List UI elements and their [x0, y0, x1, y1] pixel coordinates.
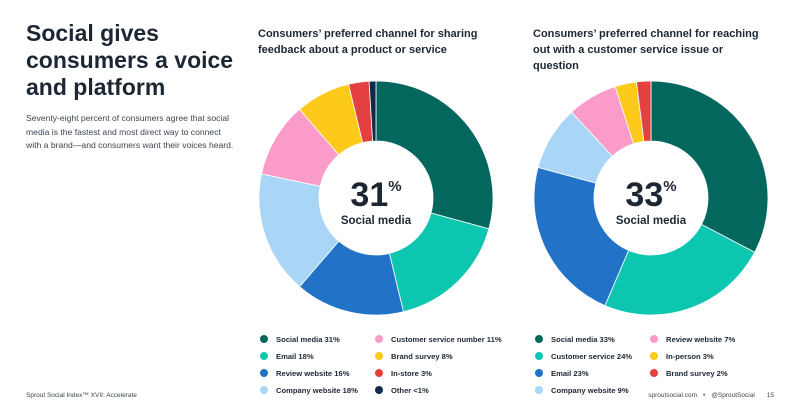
- donut-slice-email: [388, 212, 490, 313]
- legend-item-in-store: In-store 3%: [375, 366, 505, 380]
- donut-slice-social-media: [375, 80, 494, 230]
- footer-report-title: Sprout Social Index™ XVII: Accelerate: [26, 392, 137, 399]
- legend-item-review-website: Review website 16%: [260, 366, 375, 380]
- legend-item-company-website: Company website 9%: [535, 383, 650, 397]
- legend-swatch: [260, 335, 268, 343]
- legend-swatch: [260, 369, 268, 377]
- legend-swatch: [535, 386, 543, 394]
- intro-paragraph: Seventy-eight percent of consumers agree…: [26, 113, 234, 150]
- legend-item-company-website: Company website 18%: [260, 383, 375, 397]
- legend-item-social-media: Social media 33%: [535, 332, 650, 346]
- legend-item-other: Other <1%: [375, 383, 505, 397]
- legend-swatch: [650, 335, 658, 343]
- legend-item-customer-service: Customer service 24%: [535, 349, 650, 363]
- legend-label: Social media 33%: [551, 334, 615, 344]
- legend-swatch: [650, 352, 658, 360]
- legend-swatch: [375, 352, 383, 360]
- footer-page-number: 15: [766, 392, 774, 399]
- donut-slice-other: [368, 80, 377, 142]
- donut-center-value: 33%: [625, 176, 676, 214]
- legend-item-brand-survey: Brand survey 2%: [650, 366, 780, 380]
- legend-label: Customer service number 11%: [391, 334, 502, 344]
- donut-slice-customer-service: [604, 223, 756, 316]
- donut-slice-social-media: [650, 80, 769, 253]
- legend-swatch: [375, 369, 383, 377]
- donut-center-value: 31%: [350, 176, 401, 214]
- legend-item-review-website: Review website 7%: [650, 332, 780, 346]
- chart-1-donut: 31%Social media: [258, 80, 494, 316]
- legend-swatch: [260, 352, 268, 360]
- footer-meta: sproutsocial.com • @SproutSocial 15: [648, 392, 774, 399]
- legend-label: Brand survey 8%: [391, 351, 453, 361]
- footer-handle-link[interactable]: @SproutSocial: [711, 392, 755, 399]
- legend-item-in-person: In-person 3%: [650, 349, 780, 363]
- chart-1-title: Consumers’ preferred channel for sharing…: [258, 28, 478, 56]
- legend-label: Company website 9%: [551, 385, 629, 395]
- legend-label: Social media 31%: [276, 334, 340, 344]
- chart-2-title: Consumers’ preferred channel for reachin…: [533, 28, 759, 72]
- legend-item-social-media: Social media 31%: [260, 332, 375, 346]
- legend-swatch: [375, 335, 383, 343]
- legend-label: Review website 16%: [276, 368, 350, 378]
- page-headline: Social gives consumers a voice and platf…: [26, 20, 234, 100]
- legend-label: Email 18%: [276, 351, 314, 361]
- legend-label: Email 23%: [551, 368, 589, 378]
- legend-label: Brand survey 2%: [666, 368, 728, 378]
- legend-swatch: [650, 369, 658, 377]
- legend-label: Other <1%: [391, 385, 429, 395]
- chart-2-donut: 33%Social media: [533, 80, 769, 316]
- donut-slice-email: [533, 166, 630, 307]
- legend-label: In-store 3%: [391, 368, 432, 378]
- legend-swatch: [535, 352, 543, 360]
- legend-swatch: [535, 335, 543, 343]
- footer-separator: •: [703, 392, 706, 399]
- legend-item-brand-survey: Brand survey 8%: [375, 349, 505, 363]
- legend-swatch: [260, 386, 268, 394]
- legend-label: Company website 18%: [276, 385, 358, 395]
- donut-center-label: Social media: [341, 215, 412, 227]
- legend-item-customer-service-number: Customer service number 11%: [375, 332, 505, 346]
- footer-site-link[interactable]: sproutsocial.com: [648, 392, 698, 399]
- legend-swatch: [535, 369, 543, 377]
- legend-label: Customer service 24%: [551, 351, 633, 361]
- donut-slice-brand-survey: [636, 80, 652, 142]
- legend-label: Review website 7%: [666, 334, 736, 344]
- chart-2-legend: Social media 33% Review website 7% Custome…: [535, 332, 780, 397]
- chart-1-legend: Social media 31% Customer service number …: [260, 332, 505, 397]
- legend-swatch: [375, 386, 383, 394]
- legend-item-email: Email 23%: [535, 366, 650, 380]
- legend-label: In-person 3%: [666, 351, 714, 361]
- donut-center-label: Social media: [616, 215, 687, 227]
- legend-item-email: Email 18%: [260, 349, 375, 363]
